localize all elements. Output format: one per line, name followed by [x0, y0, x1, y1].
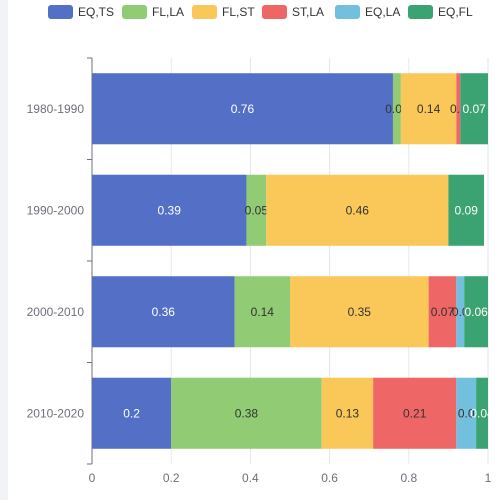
bar-st-la-2010-2020[interactable]: [373, 377, 457, 449]
data-label: 0.0: [458, 406, 475, 420]
legend-label[interactable]: FL,LA: [152, 5, 184, 19]
legend-label[interactable]: ST,LA: [292, 5, 324, 19]
data-label: 0.38: [235, 406, 259, 420]
data-label: 0.14: [417, 102, 441, 116]
bar-fl-st-2010-2020[interactable]: [321, 377, 374, 449]
bar-fl-la-1980-1990[interactable]: [392, 73, 401, 145]
bar-eq-fl-1980-1990[interactable]: [460, 73, 488, 145]
data-label: 0.09: [455, 203, 479, 217]
bar-fl-st-1980-1990[interactable]: [400, 73, 457, 145]
legend-swatch-st-la[interactable]: [262, 5, 287, 19]
legend-swatch-fl-la[interactable]: [122, 5, 147, 19]
data-label: 0.35: [348, 305, 372, 319]
bar-fl-st-1990-2000[interactable]: [266, 174, 449, 246]
y-tick-label: 2000-2010: [27, 305, 85, 319]
legend-swatch-eq-ts[interactable]: [48, 5, 73, 19]
legend-swatch-eq-la[interactable]: [335, 5, 360, 19]
legend-label[interactable]: EQ,TS: [78, 5, 114, 19]
y-tick-label: 1980-1990: [27, 102, 85, 116]
data-label: 0.2: [123, 406, 140, 420]
x-tick-label: 0: [89, 471, 96, 485]
bar-eq-ts-2000-2010[interactable]: [92, 276, 235, 348]
y-tick-label: 2010-2020: [27, 406, 85, 420]
bar-eq-fl-1990-2000[interactable]: [448, 174, 485, 246]
legend-label[interactable]: FL,ST: [222, 5, 255, 19]
bar-eq-la-2010-2020[interactable]: [456, 377, 477, 449]
data-label: 0.06: [464, 305, 488, 319]
data-label: 0.07: [462, 102, 486, 116]
data-label: 0.39: [158, 203, 182, 217]
x-tick-label: 1: [485, 471, 492, 485]
x-tick-label: 0.8: [400, 471, 417, 485]
legend-swatch-fl-st[interactable]: [192, 5, 217, 19]
data-label: 0.13: [336, 406, 360, 420]
left-edge-strip: [0, 0, 8, 500]
bar-fl-la-1990-2000[interactable]: [246, 174, 267, 246]
bar-st-la-1980-1990[interactable]: [456, 73, 461, 145]
bar-eq-ts-1990-2000[interactable]: [92, 174, 247, 246]
x-tick-label: 0.4: [242, 471, 259, 485]
data-label: 0.46: [346, 203, 370, 217]
bar-eq-ts-2010-2020[interactable]: [92, 377, 172, 449]
bar-fl-st-2000-2010[interactable]: [290, 276, 429, 348]
legend-label[interactable]: EQ,FL: [438, 5, 473, 19]
data-label: 0.04: [470, 406, 494, 420]
bar-eq-fl-2000-2010[interactable]: [464, 276, 488, 348]
legend-label[interactable]: EQ,LA: [365, 5, 400, 19]
data-label: 0.76: [231, 102, 255, 116]
y-tick-label: 1990-2000: [27, 203, 85, 217]
bar-eq-fl-2010-2020[interactable]: [476, 377, 488, 449]
x-tick-label: 0.2: [163, 471, 180, 485]
data-label: 0.07: [431, 305, 455, 319]
bar-eq-la-2000-2010[interactable]: [456, 276, 465, 348]
bar-eq-ts-1980-1990[interactable]: [92, 73, 393, 145]
bar-st-la-2000-2010[interactable]: [428, 276, 457, 348]
data-label: 0.14: [251, 305, 275, 319]
data-label: 0.21: [403, 406, 427, 420]
data-label: 0.05: [245, 203, 269, 217]
x-tick-label: 0.6: [321, 471, 338, 485]
legend-swatch-eq-fl[interactable]: [408, 5, 433, 19]
data-label: 0.36: [152, 305, 176, 319]
bar-fl-la-2010-2020[interactable]: [171, 377, 322, 449]
bar-fl-la-2000-2010[interactable]: [234, 276, 290, 348]
